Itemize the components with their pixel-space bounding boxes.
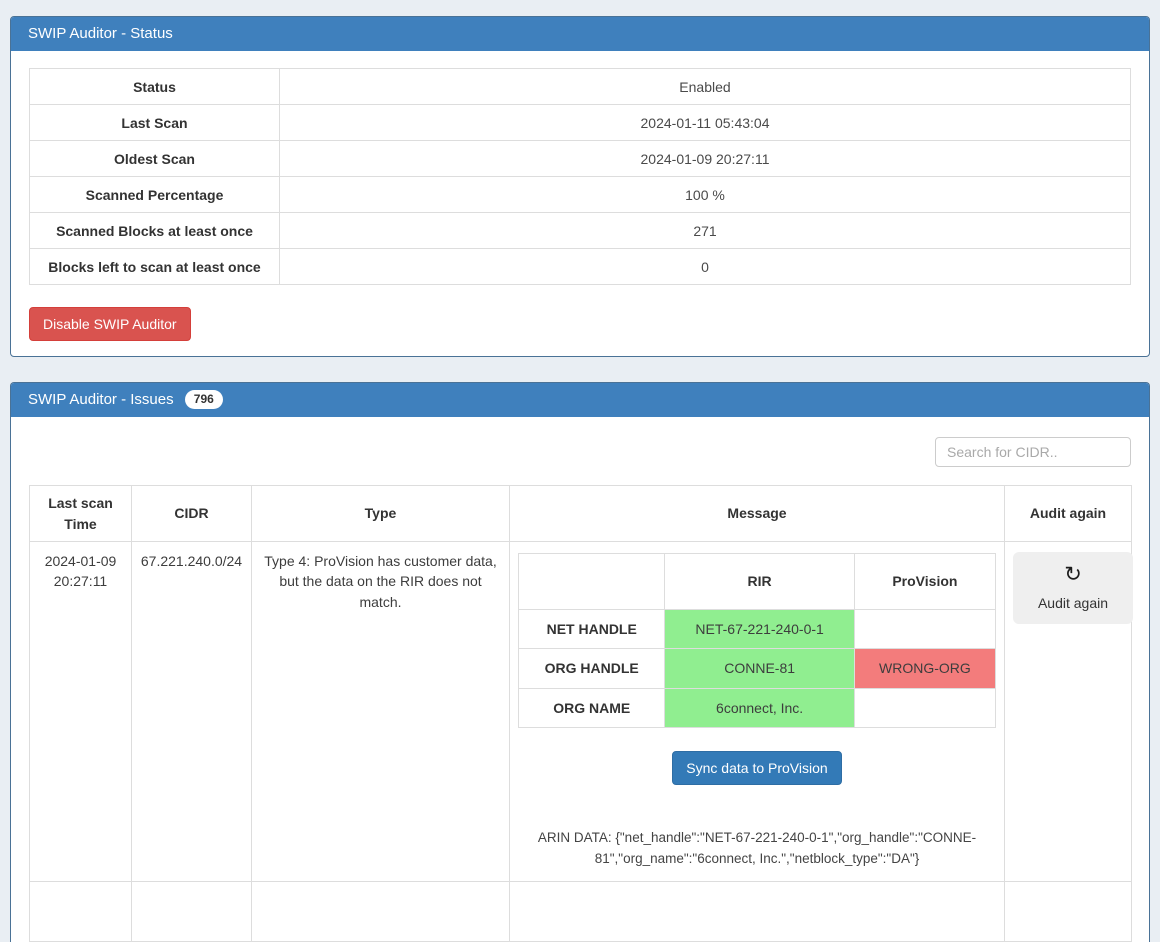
net-handle-label: NET HANDLE (517, 608, 666, 650)
col-header-last-scan-time: Last scan Time (29, 485, 132, 542)
issue-audit-again-cell: ↻ Audit again (1004, 541, 1133, 882)
table-row: Blocks left to scan at least once 0 (29, 248, 1131, 285)
col-header-audit-again: Audit again (1004, 485, 1132, 542)
comparison-rir-header: RIR (664, 553, 855, 610)
status-table: Status Enabled Last Scan 2024-01-11 05:4… (29, 68, 1131, 285)
comparison-empty-header (517, 553, 666, 610)
scanned-blocks-value: 271 (279, 212, 1131, 249)
oldest-scan-label: Oldest Scan (29, 140, 280, 177)
issues-panel-body: Last scan Time CIDR Type Message Audit a… (11, 417, 1149, 942)
issue-type: Type 4: ProVision has customer data, but… (251, 541, 510, 882)
oldest-scan-value: 2024-01-09 20:27:11 (279, 140, 1131, 177)
issues-panel-header: SWIP Auditor - Issues 796 (11, 383, 1149, 417)
net-handle-provision-value (853, 608, 997, 650)
col-header-cidr: CIDR (131, 485, 252, 542)
blocks-left-label: Blocks left to scan at least once (29, 248, 280, 285)
org-name-provision-value (853, 687, 997, 728)
table-row: Oldest Scan 2024-01-09 20:27:11 (29, 140, 1131, 177)
issue-row-cut-off (29, 880, 1132, 942)
last-scan-label: Last Scan (29, 104, 280, 141)
blocks-left-value: 0 (279, 248, 1131, 285)
status-panel-body: Status Enabled Last Scan 2024-01-11 05:4… (11, 51, 1149, 356)
org-handle-rir-value: CONNE-81 (664, 648, 855, 689)
comparison-provision-header: ProVision (853, 553, 997, 610)
table-row: Last Scan 2024-01-11 05:43:04 (29, 104, 1131, 141)
status-label: Status (29, 68, 280, 105)
comparison-header-row: RIR ProVision (517, 553, 997, 610)
net-handle-row: NET HANDLE NET-67-221-240-0-1 (517, 608, 997, 650)
audit-again-button-label: Audit again (1037, 595, 1109, 611)
issues-count-badge: 796 (184, 390, 223, 409)
org-name-row: ORG NAME 6connect, Inc. (517, 687, 997, 728)
issues-table: Last scan Time CIDR Type Message Audit a… (29, 485, 1133, 942)
sync-data-to-provision-button[interactable]: Sync data to ProVision (672, 750, 842, 785)
status-panel-title: SWIP Auditor - Status (11, 17, 1149, 51)
issues-panel: SWIP Auditor - Issues 796 Last scan Time… (10, 382, 1150, 942)
org-handle-label: ORG HANDLE (517, 648, 666, 689)
disable-swip-auditor-button[interactable]: Disable SWIP Auditor (29, 307, 191, 341)
table-row: Status Enabled (29, 68, 1131, 105)
refresh-icon: ↻ (1064, 563, 1082, 586)
table-row: Scanned Blocks at least once 271 (29, 212, 1131, 249)
last-scan-value: 2024-01-11 05:43:04 (279, 104, 1131, 141)
rir-provision-comparison-table: RIR ProVision NET HANDLE NET-67-221-240-… (517, 553, 997, 728)
status-panel: SWIP Auditor - Status Status Enabled Las… (10, 16, 1150, 357)
issue-row: 2024-01-09 20:27:11 67.221.240.0/24 Type… (29, 541, 1133, 882)
scanned-percentage-label: Scanned Percentage (29, 176, 280, 213)
search-input[interactable] (935, 437, 1131, 467)
scanned-percentage-value: 100 % (279, 176, 1131, 213)
status-value: Enabled (279, 68, 1131, 105)
issue-message-cell: RIR ProVision NET HANDLE NET-67-221-240-… (509, 541, 1005, 882)
org-handle-provision-value: WRONG-ORG (853, 648, 997, 689)
search-row (29, 417, 1131, 467)
scanned-blocks-label: Scanned Blocks at least once (29, 212, 280, 249)
issues-panel-title: SWIP Auditor - Issues (28, 391, 174, 408)
issue-cidr: 67.221.240.0/24 (131, 541, 252, 882)
org-name-label: ORG NAME (517, 687, 666, 728)
org-handle-row: ORG HANDLE CONNE-81 WRONG-ORG (517, 648, 997, 689)
table-row: Scanned Percentage 100 % (29, 176, 1131, 213)
col-header-type: Type (251, 485, 510, 542)
audit-again-button[interactable]: ↻ Audit again (1013, 552, 1133, 624)
issue-last-scan-time: 2024-01-09 20:27:11 (29, 541, 132, 882)
org-name-rir-value: 6connect, Inc. (664, 687, 855, 728)
arin-data-text: ARIN DATA: {"net_handle":"NET-67-221-240… (537, 829, 977, 866)
issues-header-row: Last scan Time CIDR Type Message Audit a… (29, 485, 1132, 542)
col-header-message: Message (509, 485, 1005, 542)
net-handle-rir-value: NET-67-221-240-0-1 (664, 608, 855, 650)
